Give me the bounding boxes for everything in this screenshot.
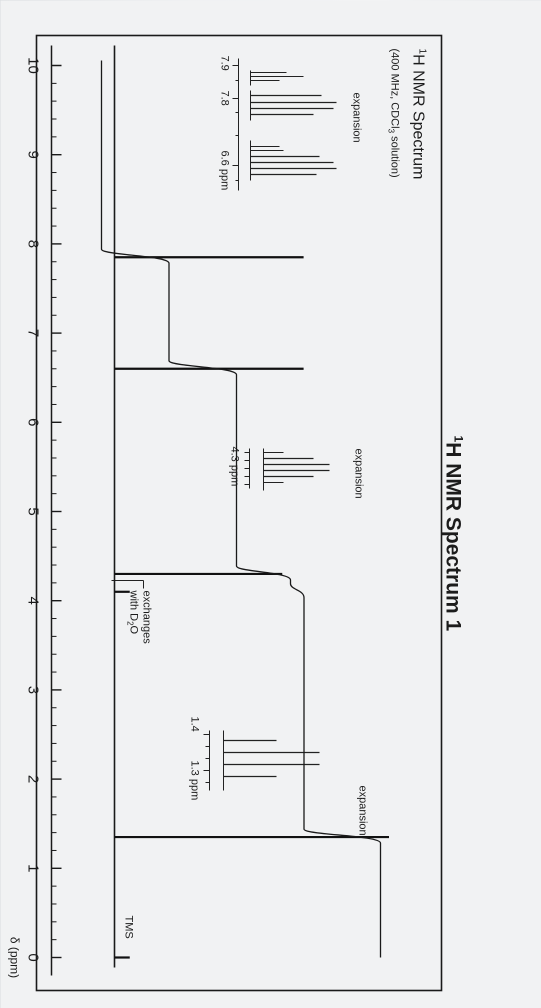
inset-label-3: expansion	[356, 785, 368, 835]
x-tick-label: 9	[24, 150, 41, 158]
chart-title: 1H NMR Spectrum 1	[441, 435, 465, 631]
x-tick-label: 10	[24, 57, 41, 74]
exchanges-note: exchanges	[140, 590, 152, 644]
inset-2-tick-label: 4.3 ppm	[228, 446, 240, 486]
exchanges-note-2: with D2O	[125, 589, 139, 634]
inset-3-tick-label: 1.4	[188, 716, 200, 731]
inset-1-tick-label: 6.6 ppm	[218, 150, 230, 190]
x-tick-label: 4	[24, 596, 41, 604]
inset-label-2: expansion	[352, 448, 364, 498]
x-axis-label: δ (ppm)	[7, 936, 21, 977]
inset-1-tick-label: 7.8	[218, 90, 230, 105]
inset-label-1: expansion	[350, 92, 362, 142]
x-tick-label: 0	[24, 953, 41, 961]
x-tick-label: 3	[24, 685, 41, 693]
integration-curve	[100, 60, 381, 957]
inset-1-tick-label: 7.9	[218, 55, 230, 70]
integration-line	[100, 60, 381, 957]
spectrum-frame	[35, 34, 442, 991]
box-conditions: (400 MHz, CDCl3 solution)	[386, 48, 400, 177]
x-tick-label: 5	[24, 507, 41, 515]
x-tick-label: 1	[24, 864, 41, 872]
x-tick-label: 2	[24, 774, 41, 782]
x-tick-label: 7	[24, 328, 41, 336]
box-title: 1H NMR Spectrum	[409, 48, 427, 179]
x-tick-label: 6	[24, 418, 41, 426]
x-tick-label: 8	[24, 239, 41, 247]
tms-label: TMS	[122, 915, 134, 938]
inset-3-tick-label: 1.3 ppm	[188, 760, 200, 800]
